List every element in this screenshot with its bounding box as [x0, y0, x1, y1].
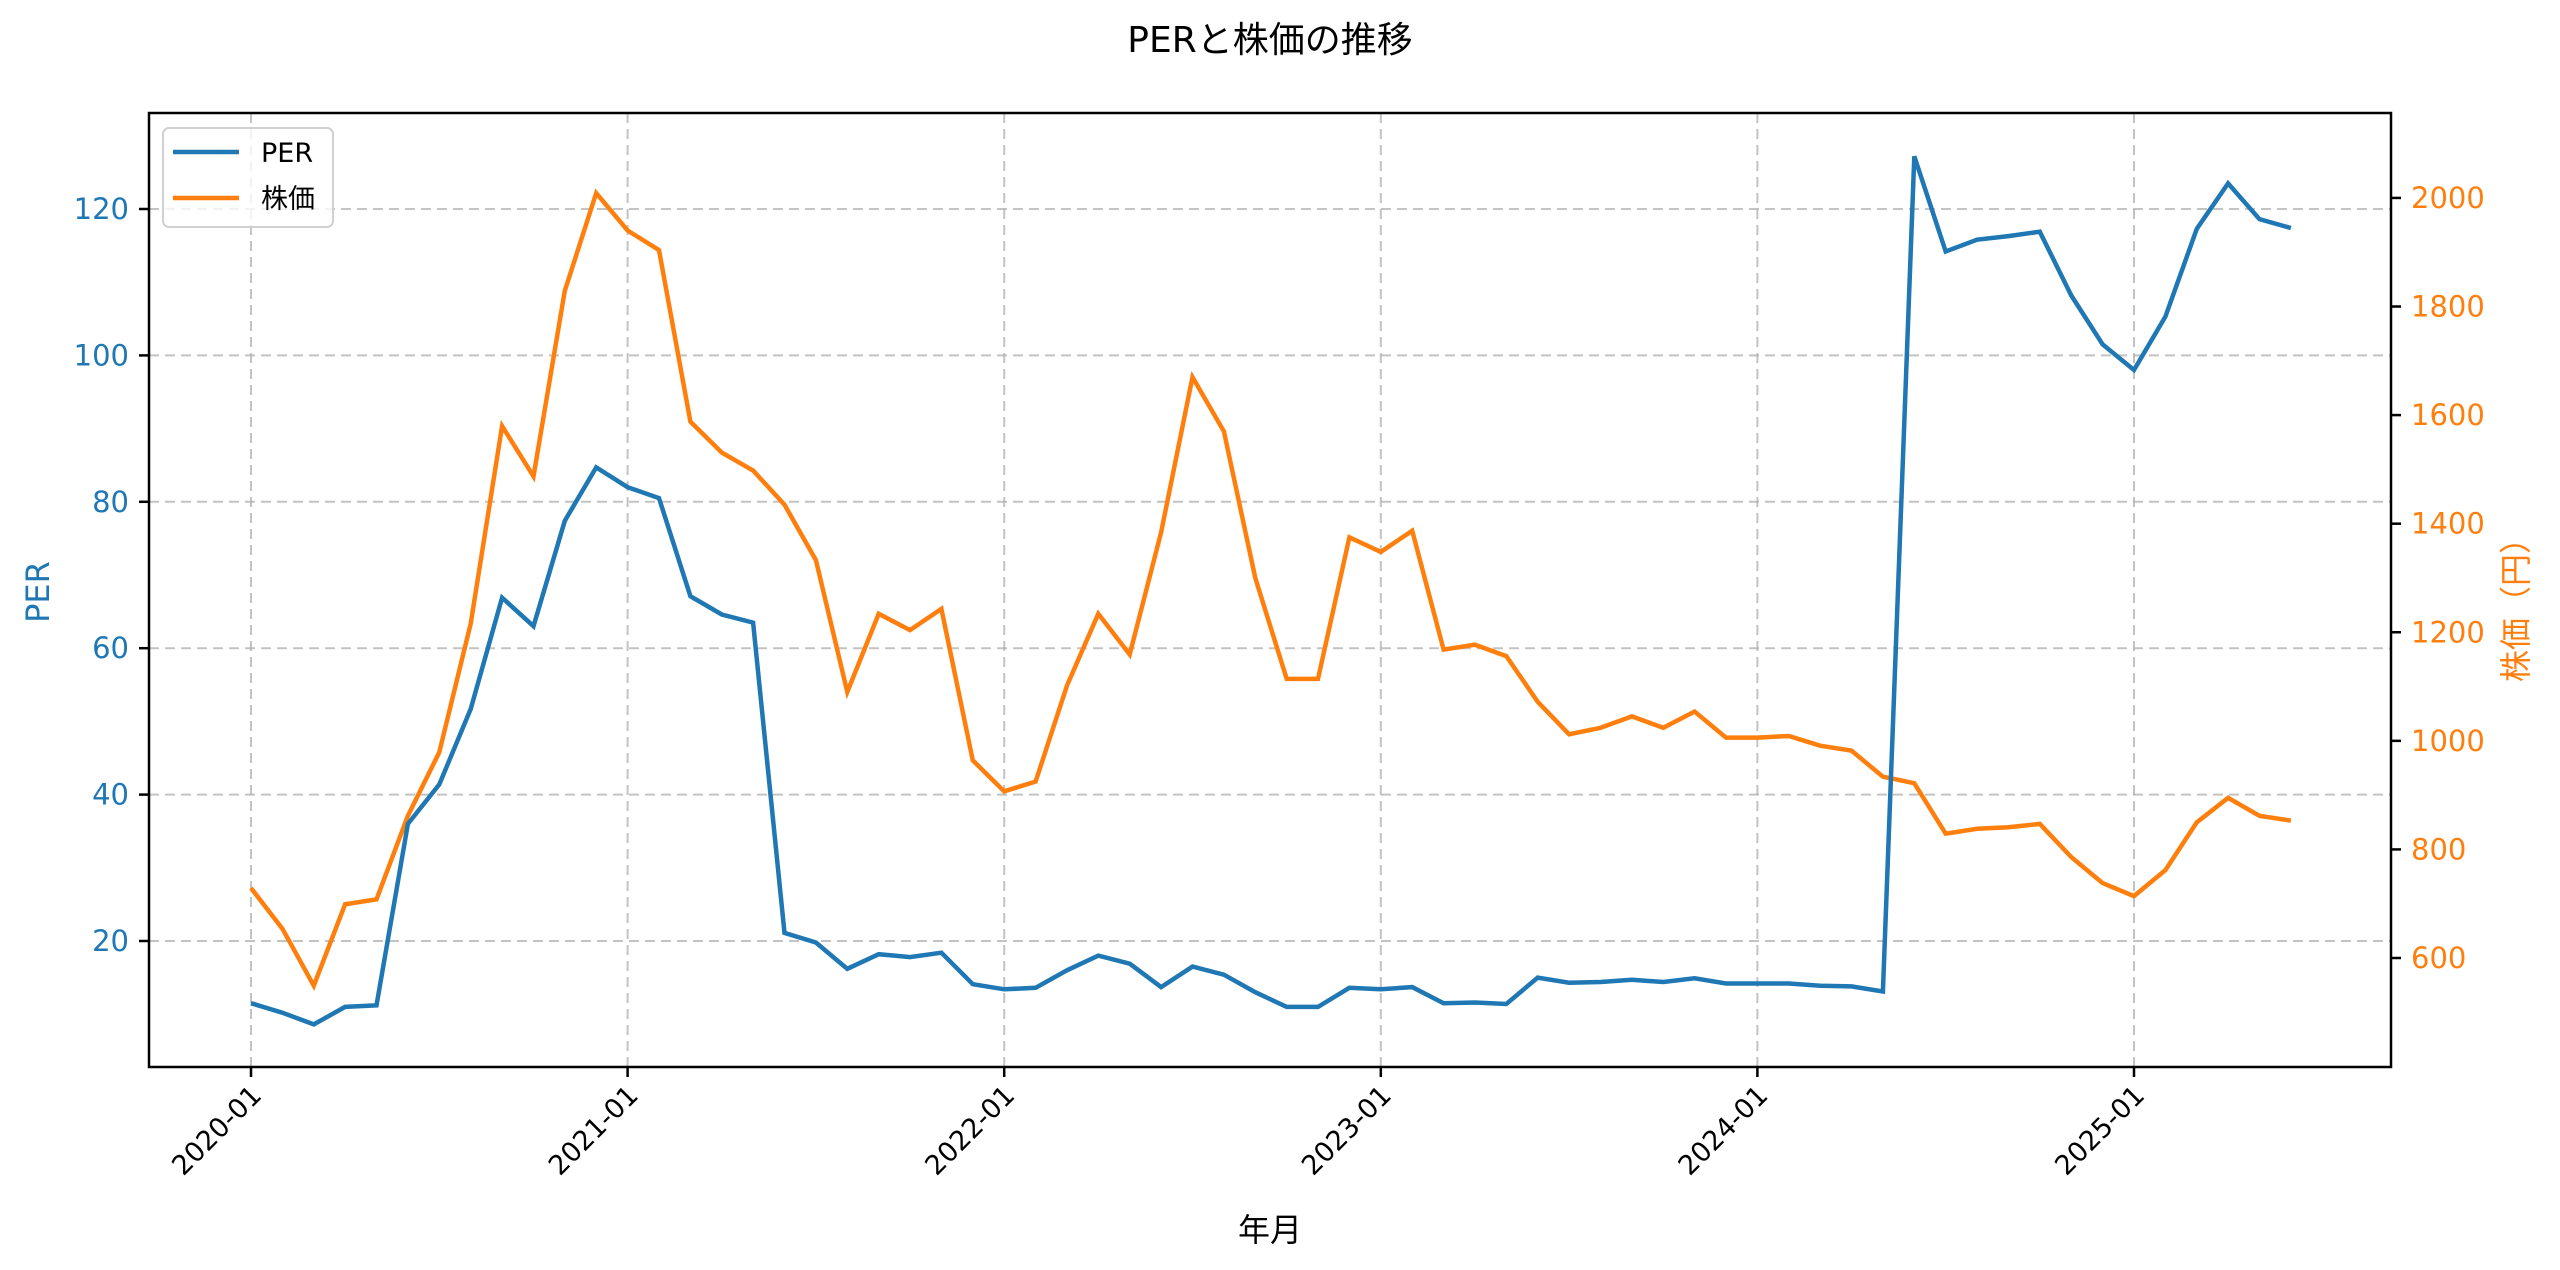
- legend-per-label: PER: [261, 138, 313, 169]
- right-tick-label: 1800: [2411, 290, 2485, 324]
- left-tick-label: 100: [74, 338, 129, 372]
- right-y-axis-label: 株価（円）: [2497, 522, 2535, 682]
- left-tick-label: 60: [92, 631, 129, 665]
- x-gridlines: [250, 113, 2135, 1067]
- x-tick-label: 2024-01: [1673, 1080, 1775, 1182]
- right-tick-label: 600: [2411, 941, 2466, 975]
- right-tick-label: 1600: [2411, 398, 2485, 432]
- left-tick-label: 80: [92, 485, 129, 519]
- left-y-axis: 20 40 60 80 100 120: [74, 192, 149, 958]
- x-axis-label: 年月: [1238, 1211, 1302, 1249]
- legend: PER 株価: [162, 127, 334, 228]
- x-tick-label: 2020-01: [166, 1080, 268, 1182]
- right-y-axis: 600 800 1000 1200 1400 1600 1800 2000: [2391, 181, 2485, 975]
- right-tick-label: 800: [2411, 832, 2466, 866]
- right-tick-label: 1400: [2411, 507, 2485, 541]
- right-tick-label: 1000: [2411, 724, 2485, 758]
- y-gridlines: [149, 208, 2391, 942]
- x-axis: 2020-01 2021-01 2022-01 2023-01 2024-01 2025-…: [166, 1067, 2151, 1182]
- x-tick-label: 2022-01: [919, 1080, 1021, 1182]
- left-tick-label: 20: [92, 924, 129, 958]
- left-tick-label: 40: [92, 778, 129, 812]
- right-tick-label: 2000: [2411, 181, 2485, 215]
- left-tick-label: 120: [74, 192, 129, 226]
- x-tick-label: 2021-01: [543, 1080, 645, 1182]
- chart-title: PERと株価の推移: [1127, 20, 1412, 61]
- x-tick-label: 2025-01: [2049, 1080, 2151, 1182]
- axes-frame: [147, 111, 2393, 1069]
- stock-price-line: [249, 188, 2292, 992]
- legend-stock-label: 株価: [261, 184, 315, 215]
- x-tick-label: 2023-01: [1296, 1080, 1398, 1182]
- right-tick-label: 1200: [2411, 615, 2485, 649]
- plot-area: [249, 155, 2292, 1027]
- left-y-axis-label: PER: [19, 561, 57, 623]
- per-line: [250, 155, 2292, 1027]
